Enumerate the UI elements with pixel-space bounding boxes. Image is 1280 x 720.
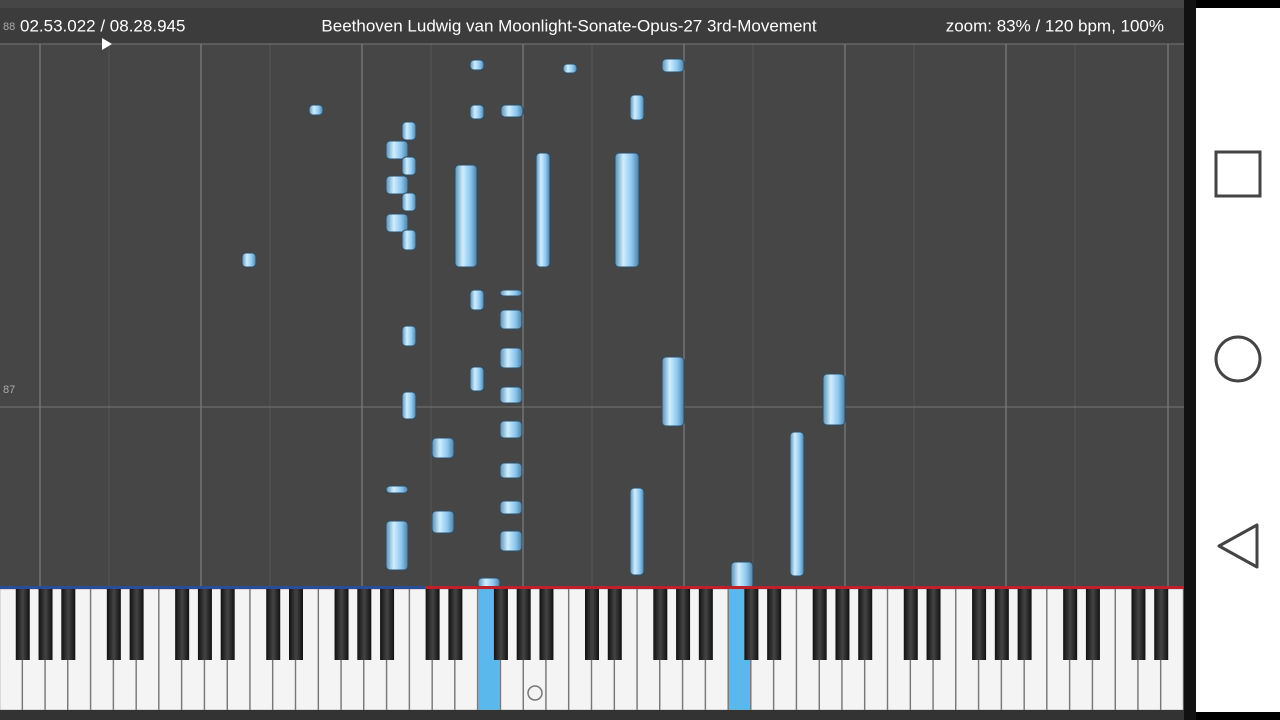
black-key <box>1063 589 1078 660</box>
black-key <box>903 589 918 660</box>
note <box>661 58 685 73</box>
note <box>499 347 523 369</box>
note <box>500 104 524 118</box>
note <box>401 325 417 347</box>
black-key <box>1085 589 1100 660</box>
note <box>499 309 523 330</box>
note <box>401 156 417 176</box>
black-key <box>15 589 30 660</box>
note <box>401 229 417 251</box>
black-key <box>858 589 873 660</box>
note <box>469 59 485 71</box>
note <box>454 164 478 268</box>
note <box>401 192 417 212</box>
grid <box>0 44 1184 586</box>
measure-label: 87 <box>3 384 15 396</box>
black-key <box>448 589 463 660</box>
black-key <box>835 589 850 660</box>
key-bottom <box>0 710 1184 720</box>
status: zoom: 83% / 120 bpm, 100% <box>946 16 1164 35</box>
note <box>308 104 324 116</box>
black-key <box>698 589 713 660</box>
note <box>499 420 523 439</box>
black-key <box>607 589 622 660</box>
recents-button[interactable] <box>1214 150 1262 198</box>
note <box>385 485 409 494</box>
black-key <box>197 589 212 660</box>
measure-label: 88 <box>3 21 15 33</box>
black-key <box>1154 589 1169 660</box>
black-key <box>380 589 395 660</box>
note <box>241 252 257 268</box>
black-key <box>994 589 1009 660</box>
note <box>469 289 485 311</box>
black-key <box>175 589 190 660</box>
keyboard <box>0 588 1184 720</box>
note <box>385 140 409 160</box>
black-key <box>653 589 668 660</box>
black-key <box>767 589 782 660</box>
black-key <box>744 589 759 660</box>
black-key <box>220 589 235 660</box>
black-key <box>334 589 349 660</box>
black-key <box>493 589 508 660</box>
black-key <box>38 589 53 660</box>
black-key <box>539 589 554 660</box>
black-key <box>289 589 303 660</box>
black-key <box>972 589 987 660</box>
note <box>385 213 409 233</box>
note <box>661 356 685 427</box>
black-key <box>585 589 599 660</box>
black-key <box>676 589 691 660</box>
progress-bar[interactable] <box>0 586 425 589</box>
note <box>431 510 455 534</box>
black-key <box>812 589 827 660</box>
note <box>629 94 645 121</box>
note <box>469 104 485 120</box>
divider <box>1184 0 1196 720</box>
note <box>562 63 578 74</box>
black-key <box>106 589 121 660</box>
play-marker[interactable] <box>102 38 112 50</box>
note <box>730 561 754 589</box>
note <box>499 462 523 479</box>
note <box>499 530 523 552</box>
time: 02.53.022 / 08.28.945 <box>20 16 185 35</box>
note <box>385 520 409 571</box>
black-key <box>266 589 281 660</box>
nav-bar <box>1196 8 1280 712</box>
black-key <box>516 589 531 660</box>
note <box>499 500 523 515</box>
black-key <box>1017 589 1032 660</box>
note <box>789 431 805 577</box>
black-key <box>129 589 144 660</box>
pedal-indicator <box>527 685 543 701</box>
note <box>401 391 417 420</box>
black-key <box>61 589 76 660</box>
note <box>822 373 846 426</box>
top-bar <box>0 8 1184 44</box>
black-key <box>357 589 372 660</box>
black-key <box>926 589 941 660</box>
home-button[interactable] <box>1214 335 1262 383</box>
note <box>535 152 551 268</box>
note <box>499 289 523 297</box>
note <box>499 386 523 404</box>
note <box>629 487 645 576</box>
back-button[interactable] <box>1217 523 1259 569</box>
note <box>401 121 417 141</box>
notes <box>241 25 846 589</box>
note <box>431 437 455 459</box>
title: Beethoven Ludwig van Moonlight-Sonate-Op… <box>321 16 816 35</box>
red-line <box>0 586 1184 589</box>
black-key <box>1131 589 1146 660</box>
note <box>385 175 409 195</box>
black-key <box>425 589 440 660</box>
note <box>469 366 485 392</box>
note <box>614 152 640 268</box>
